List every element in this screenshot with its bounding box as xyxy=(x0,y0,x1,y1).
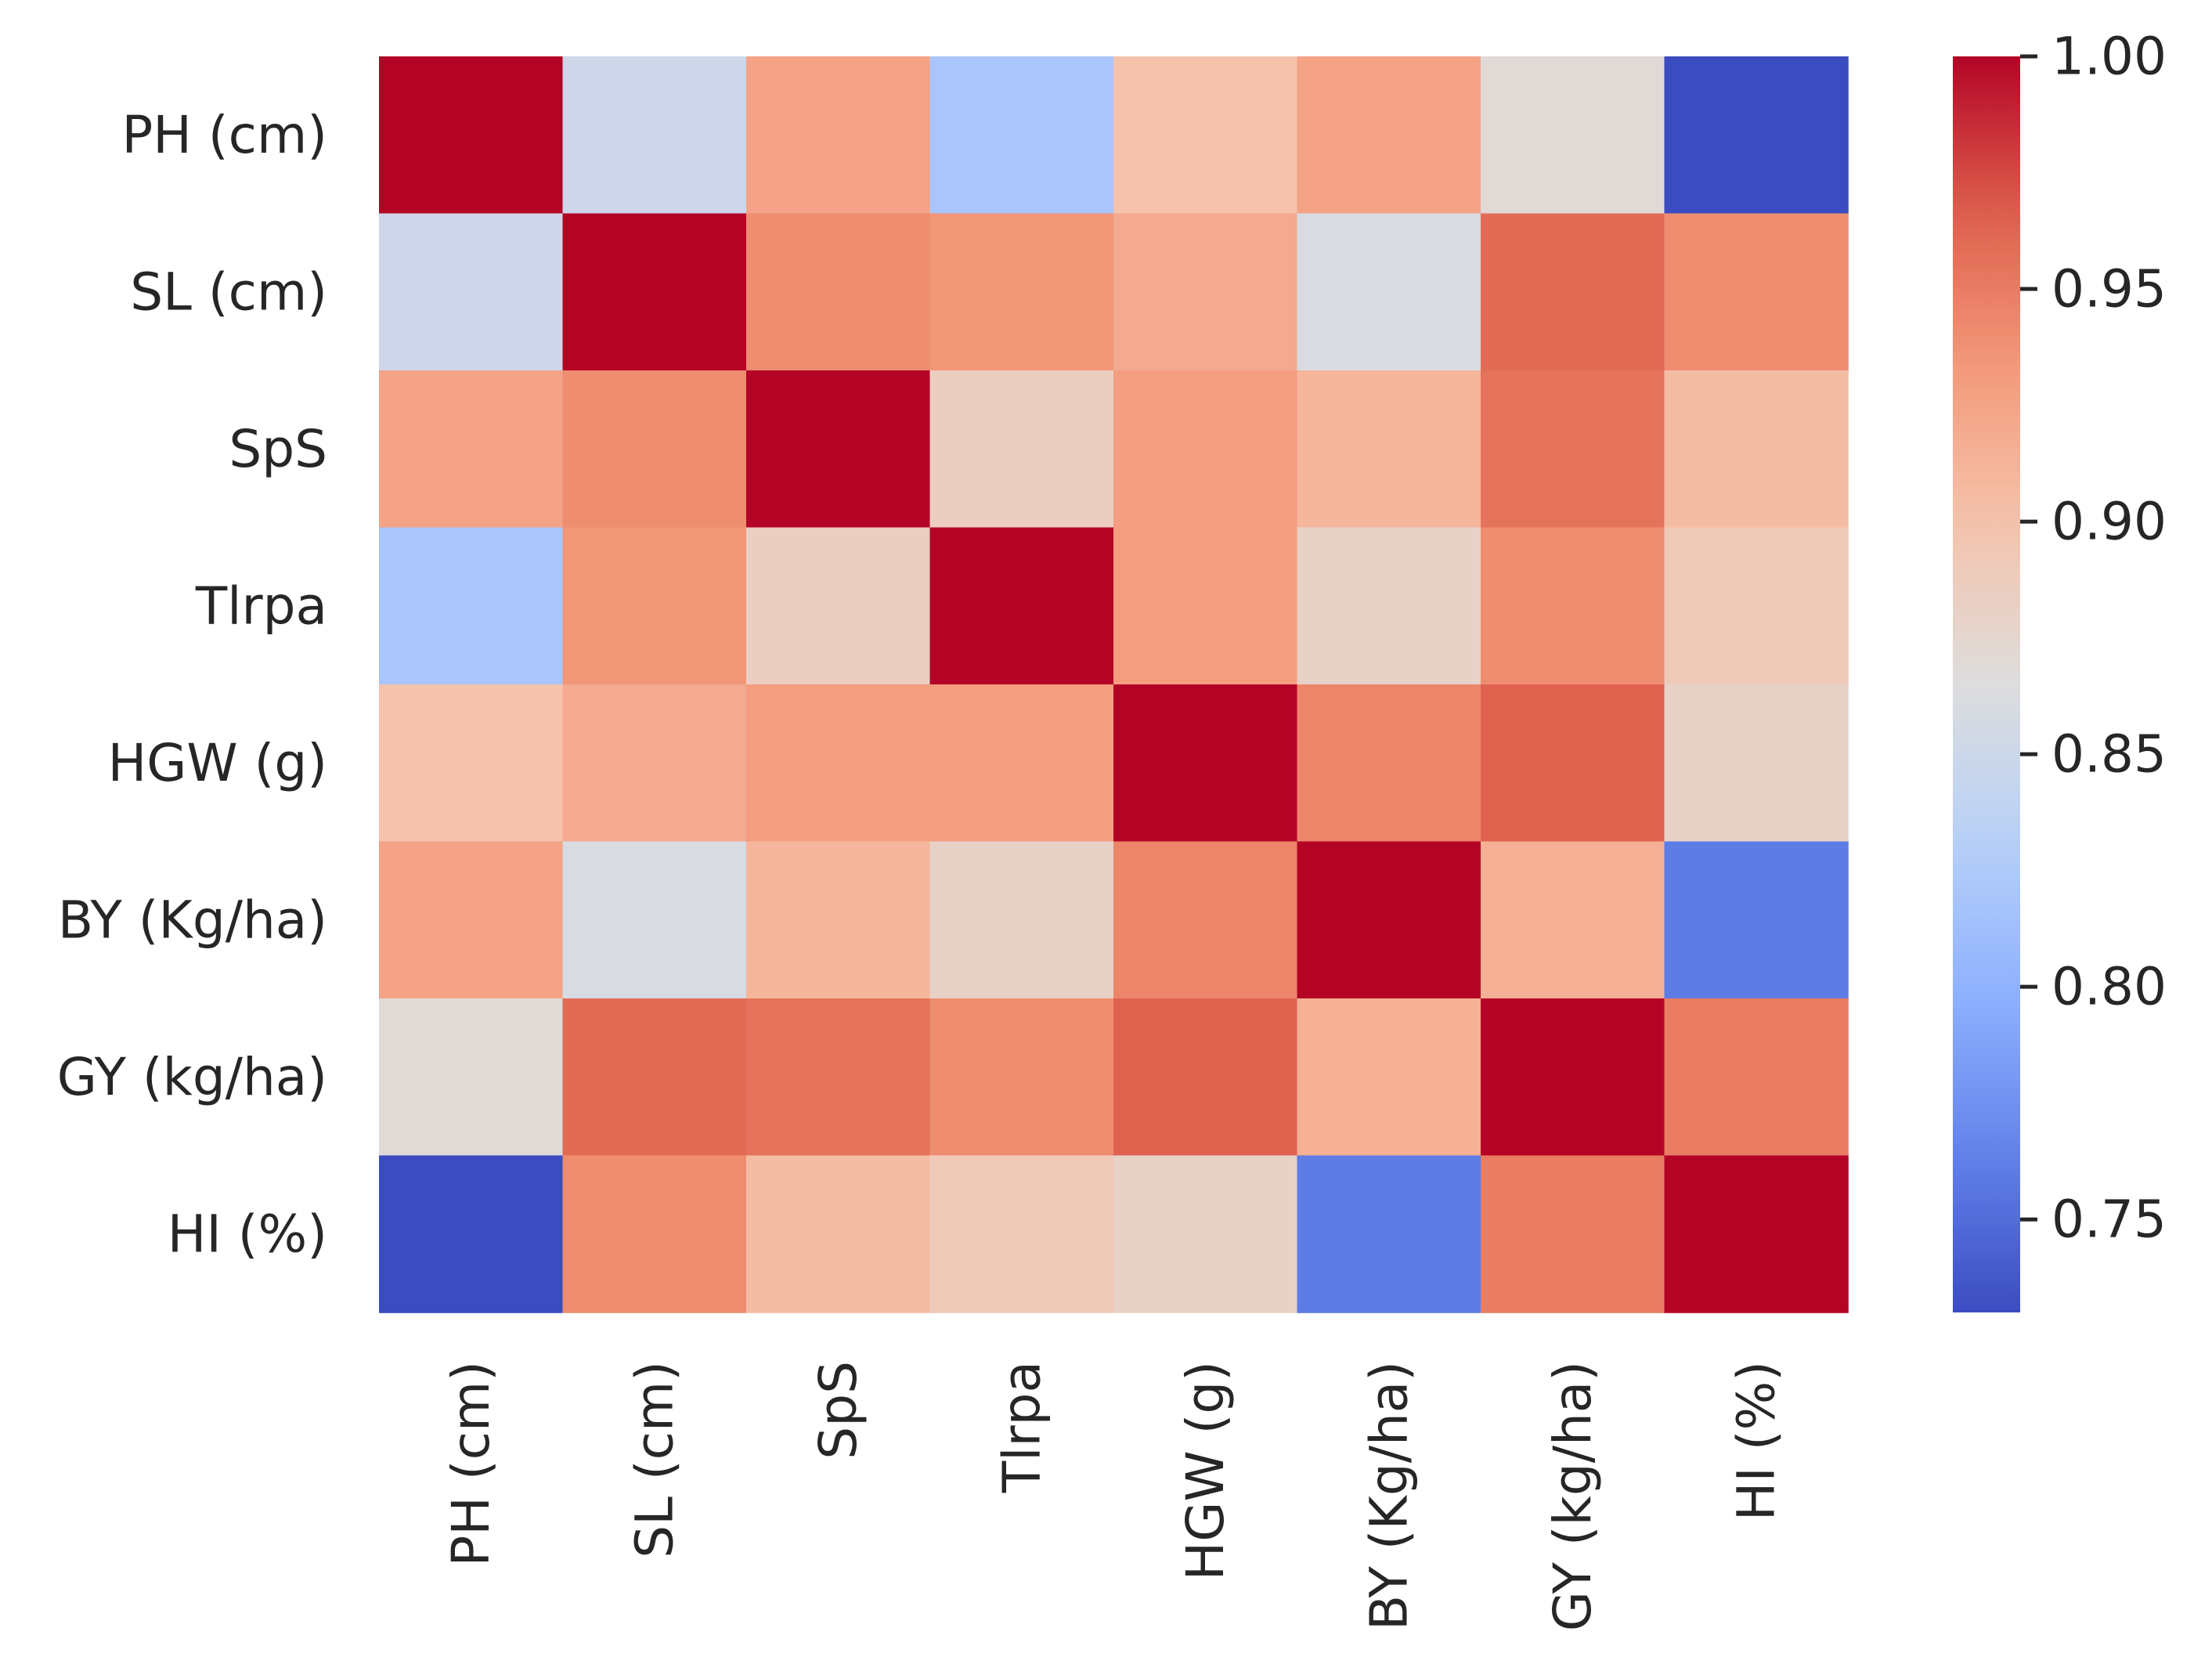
row-tick-label: GY (kg/ha) xyxy=(57,1047,327,1107)
heatmap-cell xyxy=(746,56,931,215)
colorbar-tick-label: 1.00 xyxy=(2051,27,2167,87)
colorbar-tick-label: 0.80 xyxy=(2051,957,2167,1017)
column-tick-label: SL (cm) xyxy=(624,1361,684,1558)
heatmap-cell xyxy=(1664,370,1849,529)
heatmap-cell xyxy=(379,684,564,843)
heatmap-cell xyxy=(746,1155,931,1313)
row-tick-label: Tlrpa xyxy=(195,576,327,636)
heatmap-cell xyxy=(1297,841,1481,999)
colorbar-scale xyxy=(1953,56,2020,1312)
heatmap-cells xyxy=(379,56,1849,1313)
heatmap-cell xyxy=(1481,527,1665,685)
column-tick-label: HGW (g) xyxy=(1175,1361,1236,1580)
heatmap-cell xyxy=(1481,998,1665,1157)
heatmap-cell xyxy=(1113,841,1298,999)
row-tick-label: HGW (g) xyxy=(108,733,327,793)
column-tick-label: GY (kg/ha) xyxy=(1543,1361,1603,1631)
column-tick-label: SpS xyxy=(808,1361,868,1460)
heatmap-cell xyxy=(929,370,1114,529)
heatmap-cell xyxy=(746,841,931,999)
heatmap-cell xyxy=(1664,527,1849,685)
heatmap-cell xyxy=(379,213,564,371)
heatmap-cell xyxy=(746,213,931,371)
heatmap-cell xyxy=(1297,527,1481,685)
heatmap-cell xyxy=(379,527,564,685)
heatmap-cell xyxy=(1297,370,1481,529)
heatmap-cell xyxy=(746,370,931,529)
heatmap-cell xyxy=(562,684,747,843)
heatmap-cell xyxy=(562,998,747,1157)
heatmap-cell xyxy=(562,1155,747,1313)
colorbar-tick-label: 0.75 xyxy=(2051,1190,2167,1250)
row-tick-label: HI (%) xyxy=(168,1204,327,1264)
heatmap-cell xyxy=(1113,370,1298,529)
heatmap-cell xyxy=(929,213,1114,371)
heatmap-cell xyxy=(379,1155,564,1313)
row-tick-label: SpS xyxy=(229,419,327,479)
colorbar-tick-label: 0.85 xyxy=(2051,724,2167,785)
heatmap-cell xyxy=(1664,56,1849,215)
heatmap-cell xyxy=(1481,370,1665,529)
row-labels: PH (cm) SL (cm) SpS Tlrpa HGW (g) BY (Kg/ha) G… xyxy=(57,105,327,1265)
heatmap-cell xyxy=(1113,56,1298,215)
heatmap-cell xyxy=(1664,841,1849,999)
heatmap-cell xyxy=(1297,1155,1481,1313)
heatmap-cell xyxy=(1113,213,1298,371)
heatmap-cell xyxy=(379,841,564,999)
colorbar-tick-label: 0.90 xyxy=(2051,492,2167,552)
heatmap-cell xyxy=(746,684,931,843)
heatmap-cell xyxy=(1664,213,1849,371)
row-tick-label: SL (cm) xyxy=(130,262,327,322)
heatmap-cell xyxy=(1113,1155,1298,1313)
heatmap-cell xyxy=(379,56,564,215)
heatmap-cell xyxy=(562,527,747,685)
heatmap-cell xyxy=(929,841,1114,999)
colorbar-tick-label: 0.95 xyxy=(2051,259,2167,319)
heatmap-cell xyxy=(1664,684,1849,843)
heatmap-cell xyxy=(1481,684,1665,843)
heatmap-cell xyxy=(1664,998,1849,1157)
heatmap-cell xyxy=(929,56,1114,215)
heatmap-cell xyxy=(1481,56,1665,215)
column-labels: PH (cm) SL (cm) SpS Tlrpa HGW (g) BY (Kg/ha) G… xyxy=(441,1361,1787,1631)
column-tick-label: PH (cm) xyxy=(441,1361,501,1567)
column-tick-label: Tlrpa xyxy=(991,1361,1052,1493)
heatmap-cell xyxy=(379,370,564,529)
column-tick-label: BY (Kg/ha) xyxy=(1359,1361,1419,1630)
row-tick-label: PH (cm) xyxy=(122,105,328,165)
heatmap-cell xyxy=(1113,998,1298,1157)
heatmap-cell xyxy=(1113,527,1298,685)
heatmap-cell xyxy=(1297,213,1481,371)
heatmap-cell xyxy=(929,998,1114,1157)
heatmap-cell xyxy=(1481,213,1665,371)
heatmap-cell xyxy=(1664,1155,1849,1313)
heatmap-cell xyxy=(929,684,1114,843)
heatmap-cell xyxy=(562,841,747,999)
heatmap-cell xyxy=(562,213,747,371)
heatmap-cell xyxy=(562,56,747,215)
heatmap-cell xyxy=(929,1155,1114,1313)
heatmap-cell xyxy=(746,527,931,685)
column-tick-label: HI (%) xyxy=(1726,1361,1786,1521)
heatmap-cell xyxy=(1297,56,1481,215)
heatmap-cell xyxy=(1113,684,1298,843)
heatmap-cell xyxy=(1481,841,1665,999)
row-tick-label: BY (Kg/ha) xyxy=(58,890,327,950)
heatmap-cell xyxy=(1297,684,1481,843)
heatmap-cell xyxy=(1297,998,1481,1157)
heatmap-cell xyxy=(562,370,747,529)
heatmap-cell xyxy=(929,527,1114,685)
heatmap-cell xyxy=(379,998,564,1157)
colorbar-ticks: 1.00 0.95 0.90 0.85 0.80 0.75 xyxy=(2020,27,2167,1250)
heatmap-cell xyxy=(746,998,931,1157)
heatmap-cell xyxy=(1481,1155,1665,1313)
colorbar: 1.00 0.95 0.90 0.85 0.80 0.75 xyxy=(1953,27,2167,1312)
